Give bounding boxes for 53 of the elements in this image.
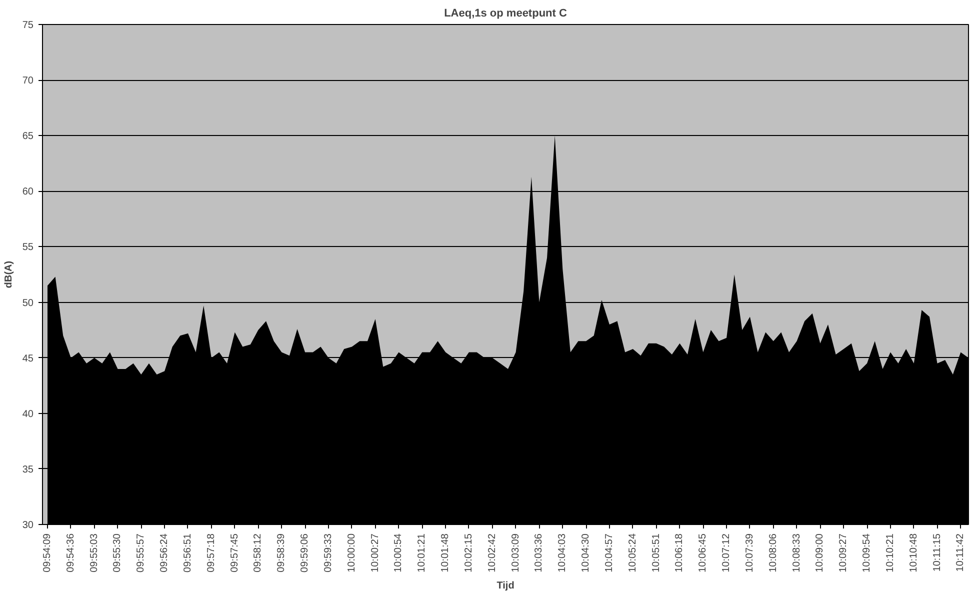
x-tick-label: 10:05:24 — [627, 533, 638, 572]
x-tick-label: 10:05:51 — [650, 533, 662, 572]
x-tick-label: 10:07:39 — [744, 533, 756, 572]
x-tick-label: 09:58:12 — [252, 533, 264, 572]
x-tick-label: 09:54:36 — [65, 533, 76, 572]
x-tick-label: 09:56:24 — [159, 533, 170, 572]
x-tick-label: 10:08:33 — [791, 533, 802, 572]
y-tick-label: 70 — [22, 76, 34, 87]
y-tick-label: 65 — [22, 131, 34, 142]
x-tick-label: 10:01:48 — [440, 533, 452, 572]
x-tick-label: 10:09:27 — [838, 533, 850, 572]
x-tick-label: 10:06:18 — [674, 533, 686, 572]
y-tick-label: 35 — [22, 464, 34, 476]
y-tick-label: 45 — [22, 353, 34, 364]
x-tick-label: 10:02:15 — [463, 533, 474, 572]
x-tick-label: 10:08:06 — [768, 533, 779, 572]
x-tick-label: 09:55:03 — [88, 533, 100, 572]
y-tick-label: 50 — [22, 298, 34, 309]
x-tick-label: 10:01:21 — [416, 533, 428, 572]
x-tick-label: 10:09:54 — [862, 533, 873, 572]
y-axis-title: dB(A) — [3, 260, 14, 288]
x-tick-label: 10:10:21 — [884, 533, 896, 572]
x-tick-label: 10:03:36 — [534, 533, 545, 572]
x-tick-label: 09:55:30 — [112, 533, 124, 572]
y-tick-label: 55 — [22, 242, 34, 254]
x-tick-label: 09:59:06 — [300, 533, 311, 572]
x-axis-title: Tijd — [496, 580, 514, 592]
x-tick-label: 10:00:54 — [393, 533, 404, 572]
x-tick-label: 10:02:42 — [486, 533, 498, 572]
x-tick-label: 09:57:18 — [206, 533, 217, 572]
x-tick-label: 09:58:39 — [276, 533, 288, 572]
x-tick-label: 10:09:00 — [814, 533, 826, 572]
x-tick-label: 10:11:42 — [955, 533, 966, 572]
y-tick-label: 30 — [22, 520, 34, 531]
x-tick-label: 10:04:03 — [557, 533, 568, 572]
y-tick-label: 75 — [22, 20, 34, 31]
x-tick-label: 09:57:45 — [229, 533, 240, 572]
x-tick-label: 09:55:57 — [136, 533, 147, 572]
x-tick-label: 10:10:48 — [908, 533, 920, 572]
x-tick-label: 10:11:15 — [932, 533, 943, 572]
y-tick-label: 40 — [22, 408, 34, 420]
chart-title: LAeq,1s op meetpunt C — [444, 8, 567, 20]
x-tick-label: 10:07:12 — [721, 533, 732, 572]
x-tick-label: 09:56:51 — [182, 533, 194, 572]
x-tick-label: 10:04:30 — [580, 533, 592, 572]
x-tick-label: 09:54:09 — [42, 533, 53, 572]
x-tick-label: 09:59:33 — [322, 533, 334, 572]
x-tick-label: 10:04:57 — [604, 533, 615, 572]
x-tick-label: 10:00:27 — [370, 533, 381, 572]
y-tick-label: 60 — [22, 186, 34, 198]
x-tick-label: 10:00:00 — [346, 533, 358, 572]
x-tick-label: 10:06:45 — [698, 533, 709, 572]
x-tick-label: 10:03:09 — [510, 533, 522, 572]
